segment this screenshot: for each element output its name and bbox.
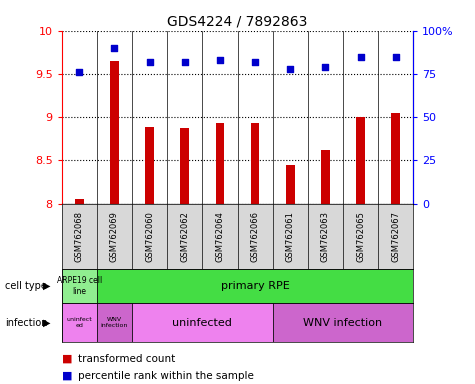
Text: GSM762060: GSM762060 — [145, 211, 154, 262]
Bar — [286, 165, 294, 204]
Bar — [145, 127, 154, 204]
Text: GSM762061: GSM762061 — [286, 211, 294, 262]
Bar — [273, 303, 413, 342]
Text: GSM762069: GSM762069 — [110, 211, 119, 262]
Text: ARPE19 cell
line: ARPE19 cell line — [57, 276, 102, 296]
Text: infection: infection — [5, 318, 47, 328]
Bar — [321, 150, 330, 204]
Point — [322, 64, 329, 70]
Text: GSM762062: GSM762062 — [180, 211, 189, 262]
Text: ▶: ▶ — [43, 318, 50, 328]
Point — [251, 59, 259, 65]
Text: GSM762066: GSM762066 — [251, 211, 259, 262]
Text: uninfect
ed: uninfect ed — [66, 317, 92, 328]
Text: GSM762064: GSM762064 — [216, 211, 224, 262]
Bar — [62, 303, 97, 342]
Bar — [356, 117, 365, 204]
Point — [286, 66, 294, 72]
Text: percentile rank within the sample: percentile rank within the sample — [78, 371, 254, 381]
Text: transformed count: transformed count — [78, 354, 176, 364]
Point — [392, 53, 399, 60]
Bar — [216, 123, 224, 204]
Text: cell type: cell type — [5, 281, 47, 291]
Point — [216, 57, 224, 63]
Point — [76, 69, 83, 75]
Bar — [132, 303, 273, 342]
Bar — [110, 61, 119, 204]
Text: GSM762065: GSM762065 — [356, 211, 365, 262]
Point — [357, 53, 364, 60]
Text: primary RPE: primary RPE — [221, 281, 289, 291]
Bar — [251, 123, 259, 204]
Title: GDS4224 / 7892863: GDS4224 / 7892863 — [167, 14, 308, 28]
Text: uninfected: uninfected — [172, 318, 232, 328]
Bar — [75, 199, 84, 204]
Text: ▶: ▶ — [43, 281, 50, 291]
Text: WNV
infection: WNV infection — [101, 317, 128, 328]
Text: ■: ■ — [62, 354, 72, 364]
Text: GSM762067: GSM762067 — [391, 211, 400, 262]
Text: GSM762068: GSM762068 — [75, 211, 84, 262]
Point — [146, 59, 153, 65]
Bar — [97, 303, 132, 342]
Point — [111, 45, 118, 51]
Text: WNV infection: WNV infection — [304, 318, 382, 328]
Text: ■: ■ — [62, 371, 72, 381]
Bar — [391, 113, 400, 204]
Text: GSM762063: GSM762063 — [321, 211, 330, 262]
Point — [181, 59, 189, 65]
Bar — [62, 269, 97, 303]
Bar — [180, 128, 189, 204]
